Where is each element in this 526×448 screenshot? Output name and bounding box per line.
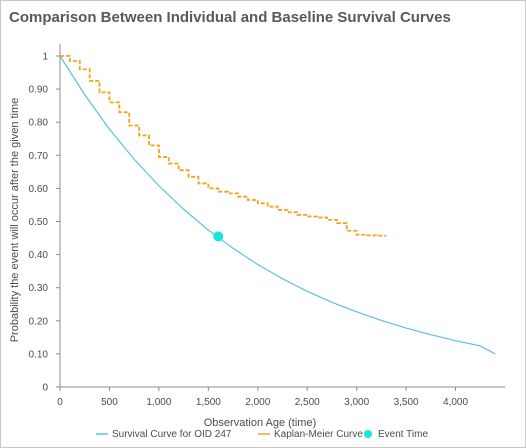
y-tick-label: 0.60 (29, 184, 49, 195)
legend[interactable]: Survival Curve for OID 247 Kaplan-Meier C… (96, 429, 428, 440)
kaplan-meier-line[interactable] (60, 55, 387, 237)
legend-label: Event Time (378, 429, 428, 440)
series-layer (59, 55, 496, 355)
y-tick-label: 0 (42, 383, 48, 394)
y-axis-ticks: 0 0.10 0.20 0.30 0.40 0.50 0.60 0.70 0.80 0.90 1 (29, 52, 60, 394)
y-tick-label: 0.30 (29, 283, 49, 294)
y-tick-label: 0.80 (29, 118, 49, 129)
y-tick-label: 0.50 (29, 217, 49, 228)
x-axis-label: Observation Age (time) (204, 417, 317, 429)
x-tick-label: 2,500 (295, 397, 320, 408)
legend-item-event-time[interactable]: Event Time (364, 429, 428, 440)
x-tick-label: 3,500 (394, 397, 419, 408)
x-tick-label: 4,000 (443, 397, 468, 408)
chart-title: Comparison Between Individual and Baseli… (9, 9, 451, 26)
x-axis-ticks: 0 500 1,000 1,500 2,000 2,500 3,000 3,500 4,000 (57, 387, 469, 408)
legend-label: Kaplan-Meier Curve (274, 429, 363, 440)
x-tick-label: 0 (57, 397, 63, 408)
y-tick-label: 0.40 (29, 250, 49, 261)
legend-item-survival-curve[interactable]: Survival Curve for OID 247 (96, 429, 232, 440)
legend-item-kaplan-meier[interactable]: Kaplan-Meier Curve (258, 429, 363, 440)
x-tick-label: 2,000 (245, 397, 270, 408)
x-tick-label: 1,000 (146, 397, 171, 408)
survival-curve-line[interactable] (59, 55, 496, 355)
x-tick-label: 1,500 (196, 397, 221, 408)
x-tick-label: 500 (101, 397, 118, 408)
event-time-marker[interactable] (213, 231, 224, 242)
y-tick-label: 0.20 (29, 316, 49, 327)
y-tick-label: 0.10 (29, 349, 49, 360)
y-axis-label: Probability the event will occur after t… (9, 98, 21, 343)
x-tick-label: 3,000 (344, 397, 369, 408)
y-tick-label: 1 (42, 52, 48, 63)
legend-swatch (364, 430, 372, 438)
y-tick-label: 0.70 (29, 151, 49, 162)
axes (59, 44, 505, 388)
legend-label: Survival Curve for OID 247 (112, 429, 232, 440)
y-tick-label: 0.90 (29, 85, 49, 96)
